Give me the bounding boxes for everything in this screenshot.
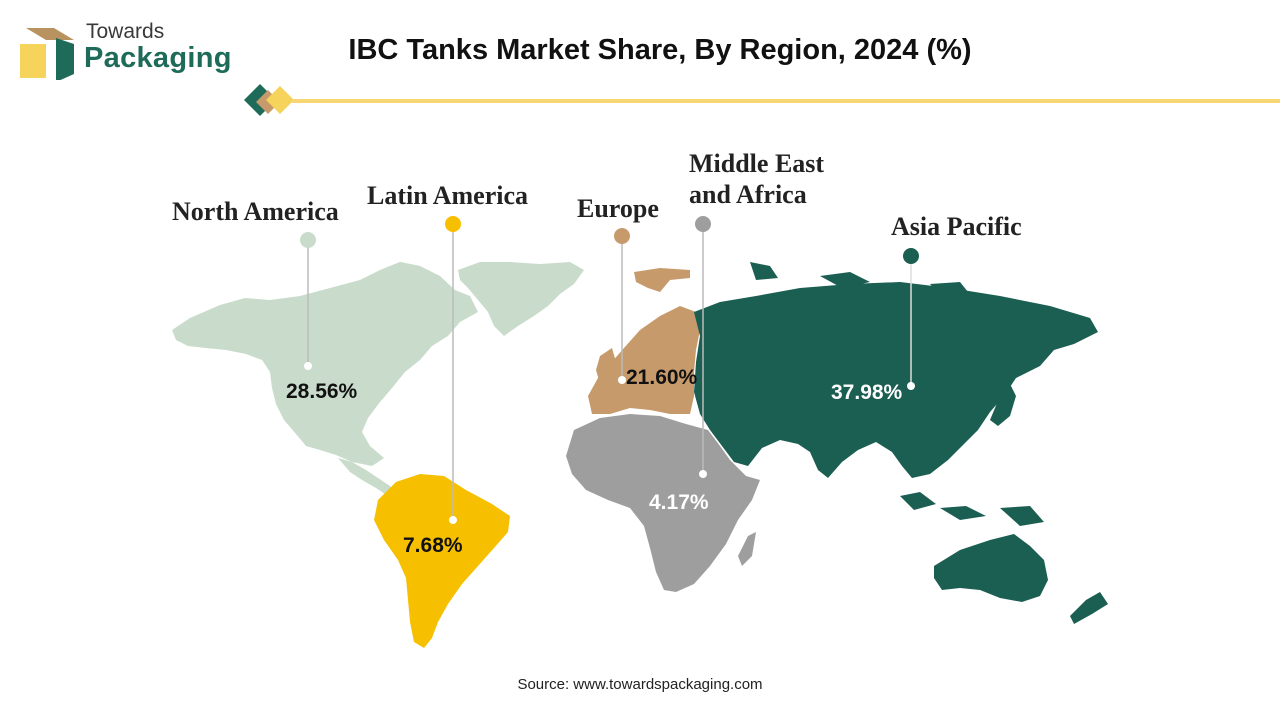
madagascar-shape bbox=[738, 532, 756, 566]
leader-europe bbox=[614, 228, 630, 384]
brand-name-line1: Towards bbox=[86, 20, 165, 43]
marker-middle-east-africa bbox=[695, 216, 711, 232]
label-middle-east-africa: Middle East and Africa bbox=[689, 148, 824, 210]
label-middle-east-line1: Middle East bbox=[689, 149, 825, 178]
south-america-shape bbox=[374, 474, 510, 648]
africa-shape bbox=[566, 414, 760, 592]
label-asia-pacific: Asia Pacific bbox=[891, 212, 1022, 241]
leader-latin-america bbox=[445, 216, 461, 524]
chart-title: IBC Tanks Market Share, By Region, 2024 … bbox=[348, 34, 972, 66]
label-latin-america: Latin America bbox=[367, 181, 529, 210]
marker-europe bbox=[614, 228, 630, 244]
leader-middle-east-africa bbox=[695, 216, 711, 478]
new-zealand-shape bbox=[1070, 592, 1108, 624]
diamond-yellow-icon bbox=[266, 86, 294, 114]
region-asia-pacific[interactable] bbox=[694, 262, 1108, 624]
australia-shape bbox=[934, 534, 1048, 602]
arctic-islands-shape bbox=[380, 262, 430, 296]
leader-north-america bbox=[300, 232, 316, 370]
british-isles-shape bbox=[596, 348, 616, 384]
source-note: Source: www.towardspackaging.com bbox=[517, 676, 763, 693]
brand-name-line2: Packaging bbox=[84, 42, 232, 74]
siberian-islands-shape bbox=[750, 262, 968, 296]
label-north-america: North America bbox=[172, 197, 339, 226]
label-middle-east-line2: and Africa bbox=[689, 180, 807, 209]
marker-asia-pacific bbox=[903, 248, 919, 264]
japan-shape bbox=[990, 384, 1016, 426]
marker-north-america bbox=[300, 232, 316, 248]
value-north-america: 28.56% bbox=[286, 380, 358, 403]
title-divider bbox=[244, 84, 1280, 116]
europe-shape bbox=[588, 306, 700, 414]
leader-asia-pacific bbox=[903, 248, 919, 390]
value-asia-pacific: 37.98% bbox=[831, 381, 903, 404]
region-middle-east-africa[interactable] bbox=[566, 414, 760, 592]
scandinavia-islands-shape bbox=[634, 268, 690, 292]
region-north-america[interactable] bbox=[172, 262, 584, 496]
package-box-icon bbox=[20, 28, 74, 80]
north-america-shape bbox=[172, 262, 478, 466]
southeast-asia-islands-shape bbox=[900, 492, 1044, 526]
central-america-shape bbox=[338, 458, 396, 496]
label-europe: Europe bbox=[577, 194, 659, 223]
asia-shape bbox=[694, 282, 1098, 478]
region-europe[interactable] bbox=[588, 268, 700, 414]
divider-line bbox=[292, 99, 1280, 103]
greenland-shape bbox=[458, 262, 584, 336]
value-middle-east-africa: 4.17% bbox=[649, 491, 709, 514]
brand-logo: Towards Packaging bbox=[18, 18, 238, 84]
value-europe: 21.60% bbox=[626, 366, 698, 389]
region-latin-america[interactable] bbox=[374, 474, 510, 648]
marker-latin-america bbox=[445, 216, 461, 232]
value-latin-america: 7.68% bbox=[403, 534, 463, 557]
